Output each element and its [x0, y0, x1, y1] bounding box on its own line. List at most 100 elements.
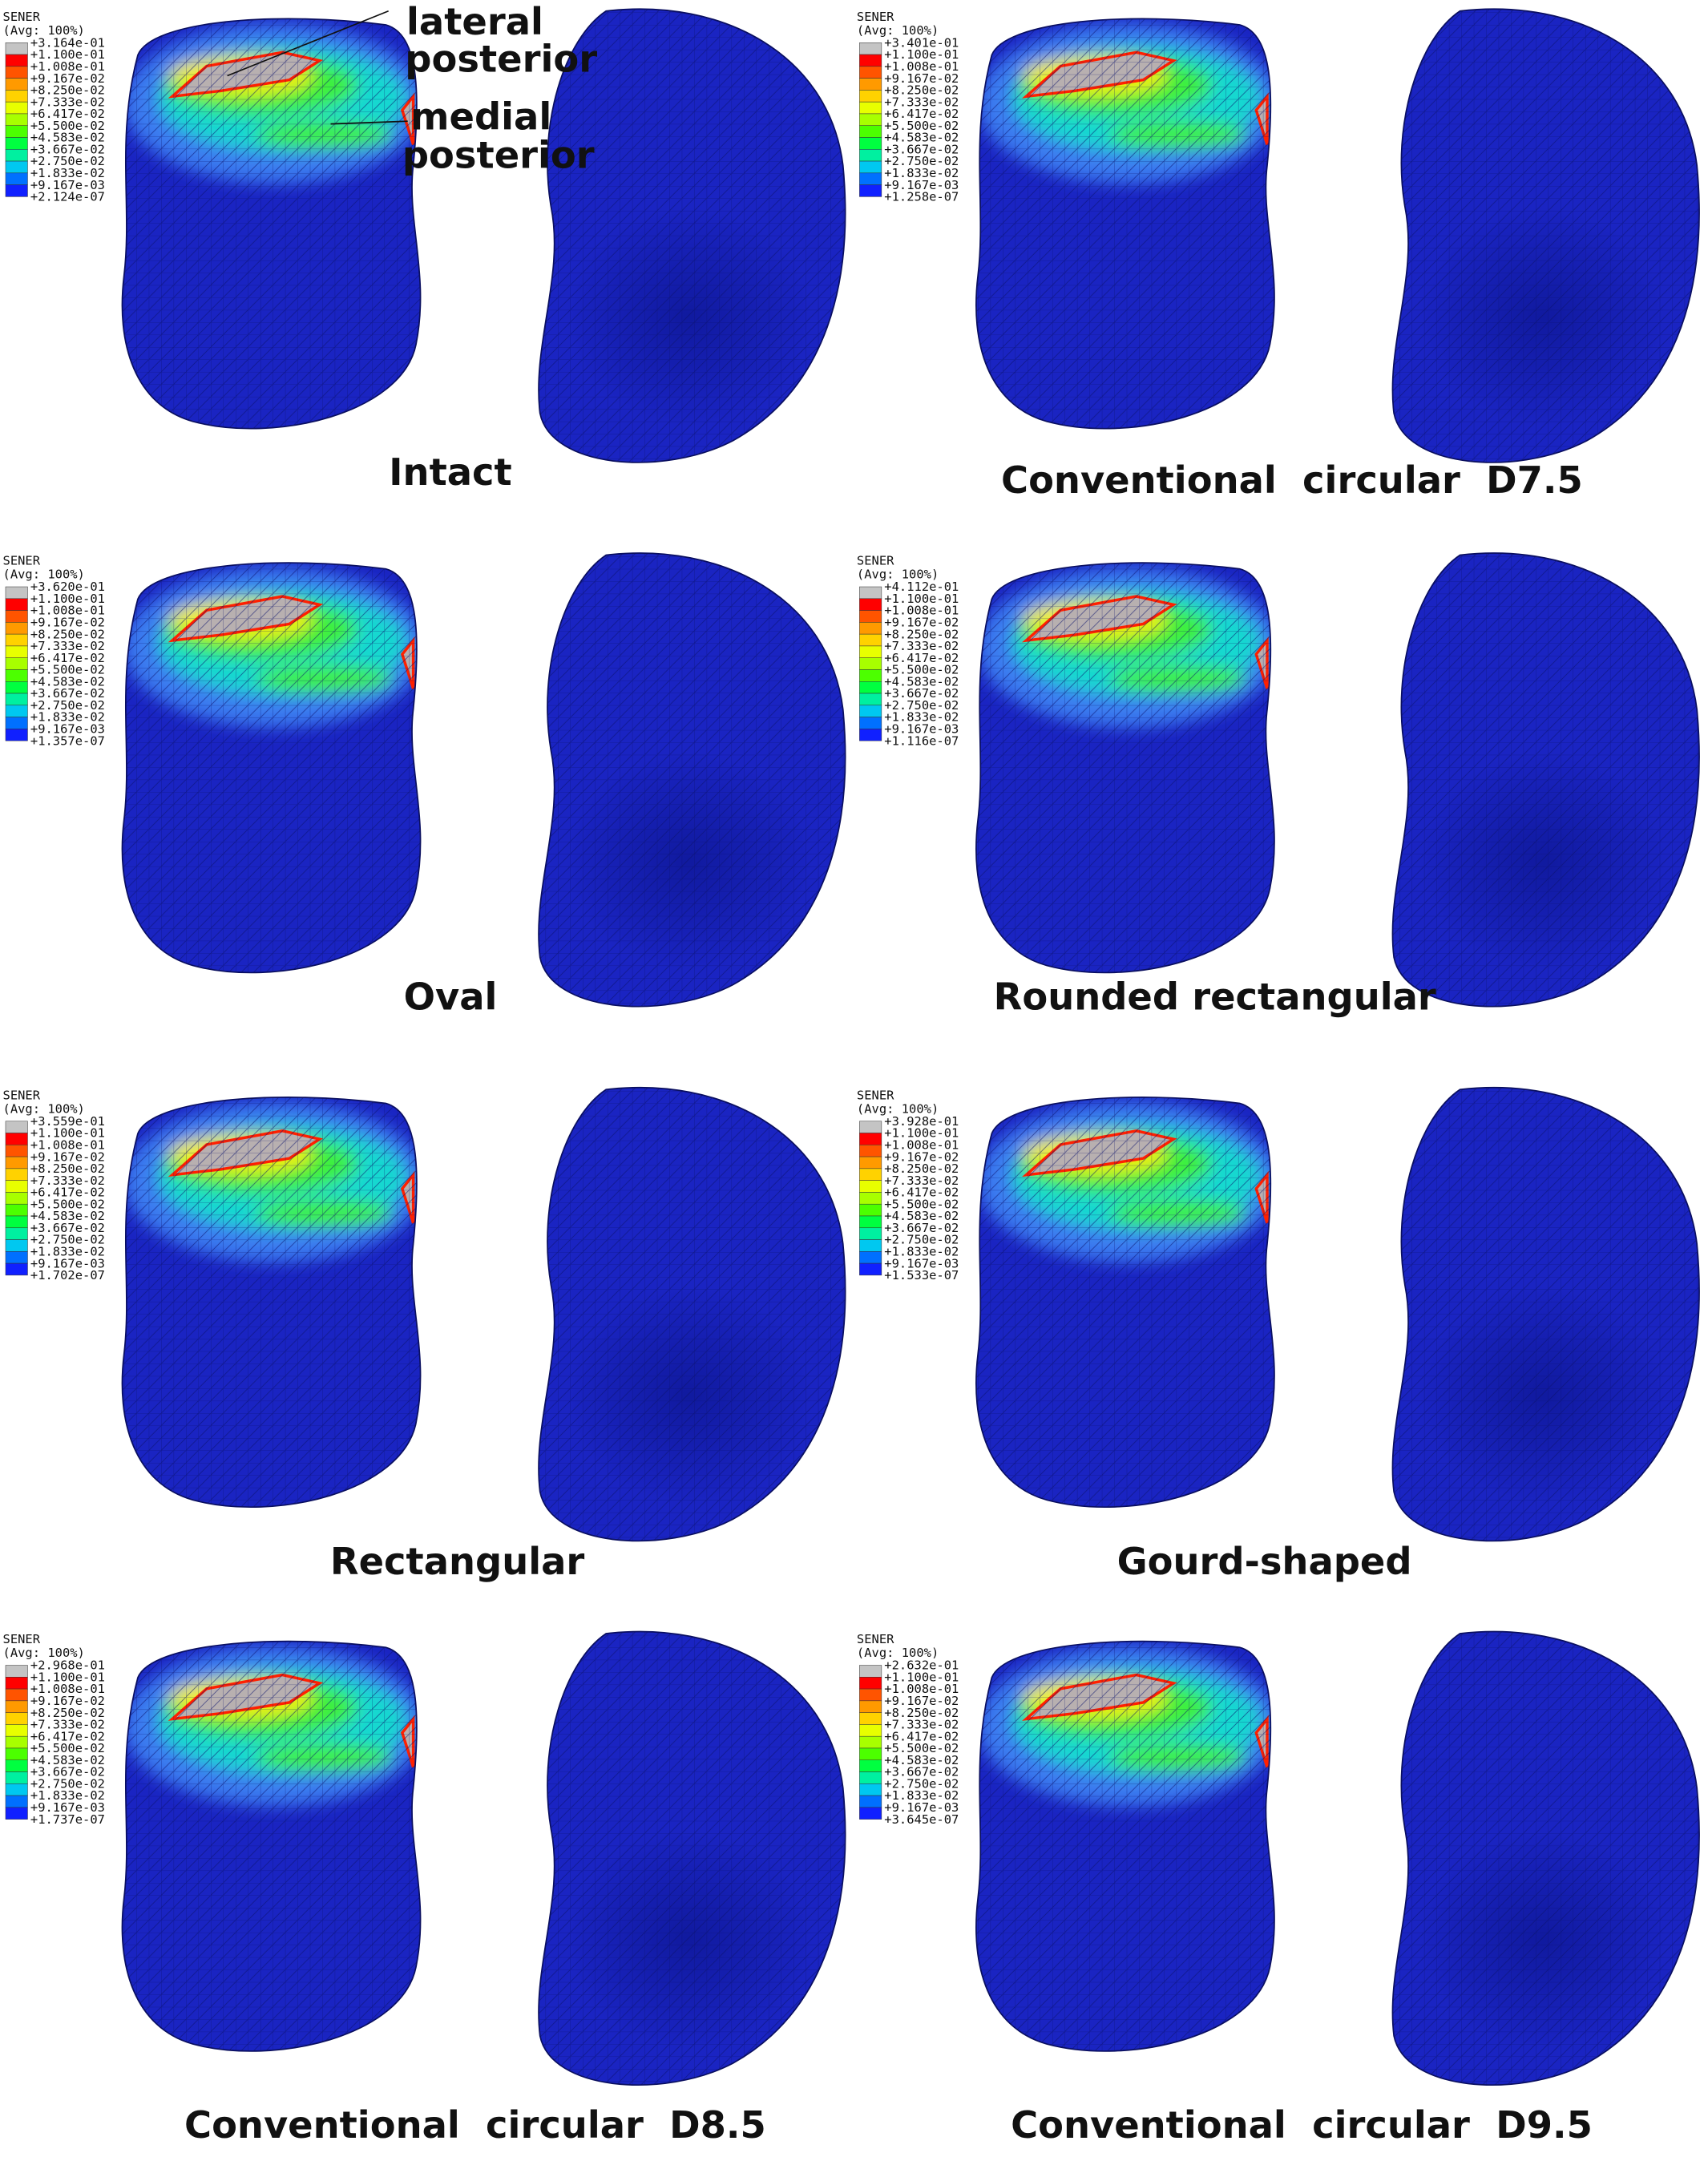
- legend-label: +3.645e-07: [884, 1812, 959, 1827]
- legend-swatch: [5, 1724, 28, 1737]
- legend-label: +5.500e-02: [884, 663, 959, 677]
- legend-swatch: [5, 1665, 28, 1678]
- legend-label: +5.500e-02: [884, 1197, 959, 1211]
- legend-label: +4.112e-01: [884, 580, 959, 594]
- legend-swatch: [5, 42, 28, 55]
- legend-swatch: [859, 1807, 882, 1820]
- legend-label: +1.833e-02: [30, 166, 105, 180]
- legend-swatch: [859, 1192, 882, 1205]
- legend-swatch: [859, 681, 882, 694]
- legend-label: +1.116e-07: [884, 733, 959, 748]
- legend-label: +9.167e-03: [30, 1800, 105, 1815]
- legend-swatch: [5, 610, 28, 623]
- legend-label: +1.100e-01: [30, 592, 105, 606]
- legend-swatch: [5, 1262, 28, 1276]
- legend-label: +7.333e-02: [30, 95, 105, 109]
- legend-swatch: [859, 1133, 882, 1145]
- legend-label: +4.583e-02: [30, 674, 105, 689]
- legend-label: +4.583e-02: [30, 131, 105, 145]
- legend-label: +8.250e-02: [30, 627, 105, 641]
- bone-left-mesh: [121, 562, 422, 974]
- annotation: lateral: [406, 0, 543, 43]
- caption: Oval: [404, 975, 498, 1019]
- legend-swatch: [859, 1735, 882, 1749]
- legend-swatch: [5, 66, 28, 79]
- legend-swatch: [5, 1251, 28, 1264]
- legend-swatch: [5, 1783, 28, 1796]
- legend-label: +8.250e-02: [30, 1706, 105, 1720]
- legend-title: SENER: [3, 554, 41, 568]
- caption: Conventional circular D8.5: [184, 2103, 766, 2147]
- legend-label: +8.250e-02: [30, 83, 105, 98]
- legend-swatch: [859, 1251, 882, 1264]
- legend-label: +2.750e-02: [884, 1776, 959, 1791]
- caption: Rectangular: [330, 1540, 585, 1583]
- legend-subtitle: (Avg: 100%): [3, 1646, 85, 1660]
- caption: Conventional circular D7.5: [1001, 458, 1583, 502]
- leader-line: [330, 120, 408, 125]
- legend-swatch: [5, 1677, 28, 1690]
- legend-swatch: [859, 1759, 882, 1772]
- legend-label: +6.417e-02: [30, 107, 105, 121]
- panel: SENER(Avg: 100%)+3.559e-01+1.100e-01+1.0…: [3, 1086, 846, 1542]
- legend-swatch: [859, 184, 882, 197]
- legend-swatch: [859, 125, 882, 138]
- legend-label: +1.100e-01: [884, 47, 959, 62]
- annotation: posterior: [405, 37, 597, 80]
- legend-label: +9.167e-03: [884, 722, 959, 737]
- legend-title: SENER: [857, 1632, 894, 1646]
- legend-label: +9.167e-03: [884, 1256, 959, 1270]
- legend-swatch: [859, 586, 882, 600]
- legend-title: SENER: [857, 1088, 894, 1102]
- legend-label: +2.632e-01: [884, 1658, 959, 1673]
- legend-label: +3.401e-01: [884, 35, 959, 50]
- legend-swatch: [859, 66, 882, 79]
- legend-label: +3.667e-02: [884, 686, 959, 701]
- legend-label: +9.167e-03: [884, 1800, 959, 1815]
- legend-label: +2.750e-02: [30, 1233, 105, 1247]
- legend-swatch: [859, 1262, 882, 1276]
- panel: SENER(Avg: 100%)+3.164e-01+1.100e-01+1.0…: [3, 0, 846, 463]
- legend-label: +9.167e-03: [884, 178, 959, 192]
- legend-swatch: [859, 1747, 882, 1761]
- legend-label: +6.417e-02: [30, 1186, 105, 1200]
- legend-label: +1.833e-02: [884, 166, 959, 180]
- panel: SENER(Avg: 100%)+2.632e-01+1.100e-01+1.0…: [857, 1630, 1700, 2086]
- legend-swatch: [5, 657, 28, 670]
- legend-label: +7.333e-02: [884, 639, 959, 653]
- legend-swatch: [5, 101, 28, 115]
- legend-label: +7.333e-02: [30, 639, 105, 653]
- legend-swatch: [5, 693, 28, 706]
- legend-label: +3.667e-02: [30, 1765, 105, 1779]
- bone-right-mesh: [538, 8, 846, 463]
- legend-label: +2.750e-02: [884, 698, 959, 713]
- legend-label: +9.167e-02: [30, 1149, 105, 1164]
- legend-swatch: [859, 137, 882, 150]
- legend-label: +1.737e-07: [30, 1812, 105, 1827]
- legend-swatch: [859, 149, 882, 162]
- legend-label: +9.167e-02: [30, 616, 105, 630]
- legend-swatch: [859, 717, 882, 729]
- legend-swatch: [859, 78, 882, 91]
- legend-label: +4.583e-02: [884, 1753, 959, 1767]
- legend-swatch: [859, 1712, 882, 1725]
- legend-label: +3.667e-02: [884, 1765, 959, 1779]
- legend-label: +1.833e-02: [30, 1244, 105, 1258]
- legend-swatch: [5, 1156, 28, 1169]
- legend-label: +9.167e-02: [30, 1694, 105, 1708]
- legend-label: +1.100e-01: [884, 1126, 959, 1141]
- legend-label: +7.333e-02: [884, 1718, 959, 1732]
- legend-swatch: [859, 645, 882, 658]
- bone-left-mesh: [121, 1097, 422, 1509]
- legend-label: +8.250e-02: [884, 1161, 959, 1176]
- legend-label: +3.164e-01: [30, 35, 105, 50]
- legend-label: +2.750e-02: [884, 154, 959, 168]
- legend-title: SENER: [3, 10, 41, 24]
- legend-swatch: [5, 1807, 28, 1820]
- legend-label: +7.333e-02: [30, 1718, 105, 1732]
- panel: SENER(Avg: 100%)+3.401e-01+1.100e-01+1.0…: [857, 8, 1700, 463]
- legend-swatch: [5, 1192, 28, 1205]
- legend-swatch: [859, 705, 882, 717]
- legend-swatch: [859, 622, 882, 635]
- bone-right-mesh: [1391, 1630, 1700, 2086]
